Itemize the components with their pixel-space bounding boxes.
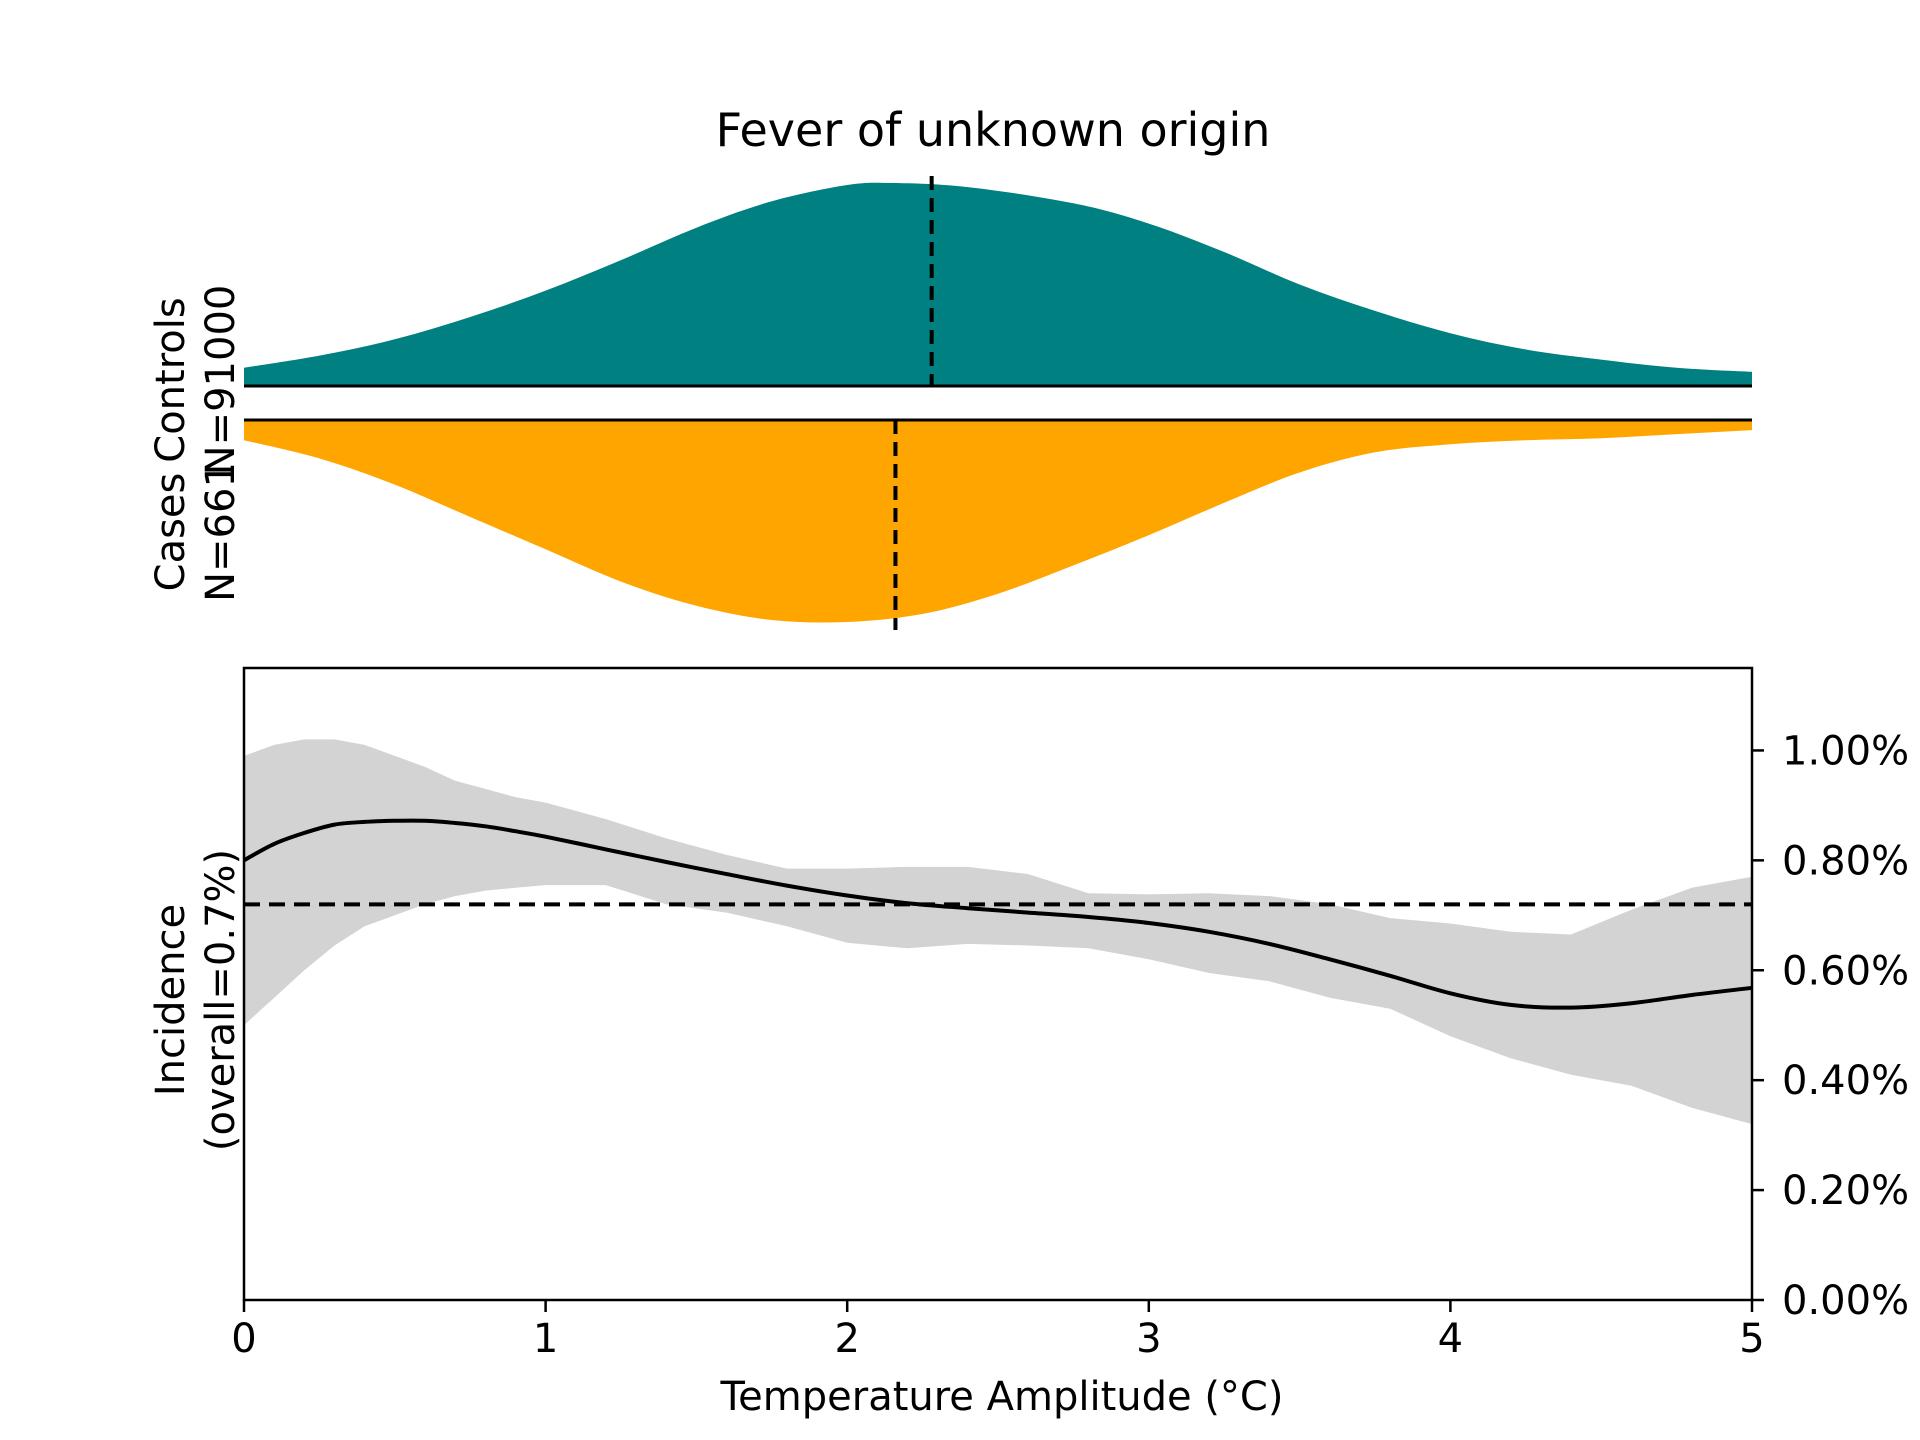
controls-label: Controls — [148, 297, 194, 462]
cases-density-area — [244, 420, 1752, 623]
y-tick-label: 0.00% — [1782, 1278, 1909, 1324]
controls-n-label: N=91000 — [198, 285, 244, 476]
x-tick-label: 1 — [533, 1316, 558, 1362]
incidence-ylabel-line1: Incidence — [148, 904, 194, 1096]
incidence-ylabel-group: Incidence (overall=0.7%) — [148, 849, 244, 1151]
incidence-ylabel-line2: (overall=0.7%) — [198, 849, 244, 1151]
confidence-band — [244, 739, 1752, 1125]
incidence-frame — [242, 666, 1754, 1302]
x-axis-title: Temperature Amplitude (°C) — [720, 1374, 1284, 1420]
controls-density-panel — [244, 176, 1752, 388]
controls-label-group: Controls N=91000 — [148, 285, 244, 476]
incidence-panel: 0 1 2 3 4 5 0.00% 0.20% 0.40% 0.60% 0.80% 1.00% — [231, 666, 1909, 1362]
x-tick-label: 0 — [231, 1316, 256, 1362]
chart-title: Fever of unknown origin — [716, 103, 1271, 157]
y-tick-label: 0.40% — [1782, 1058, 1909, 1104]
y-tick-label: 1.00% — [1782, 728, 1909, 774]
controls-density-area — [244, 182, 1752, 386]
x-tick-label: 2 — [834, 1316, 859, 1362]
x-tick-label: 4 — [1438, 1316, 1463, 1362]
y-tick-label: 0.60% — [1782, 948, 1909, 994]
x-tick-label: 5 — [1739, 1316, 1764, 1362]
cases-density-panel — [244, 418, 1752, 630]
x-tick-label: 3 — [1136, 1316, 1161, 1362]
cases-label-group: Cases N=661 — [148, 462, 244, 602]
cases-label: Cases — [148, 473, 194, 592]
cases-n-label: N=661 — [198, 462, 244, 602]
y-tick-label: 0.20% — [1782, 1168, 1909, 1214]
y-tick-label: 0.80% — [1782, 838, 1909, 884]
incidence-curve — [243, 818, 1753, 1010]
